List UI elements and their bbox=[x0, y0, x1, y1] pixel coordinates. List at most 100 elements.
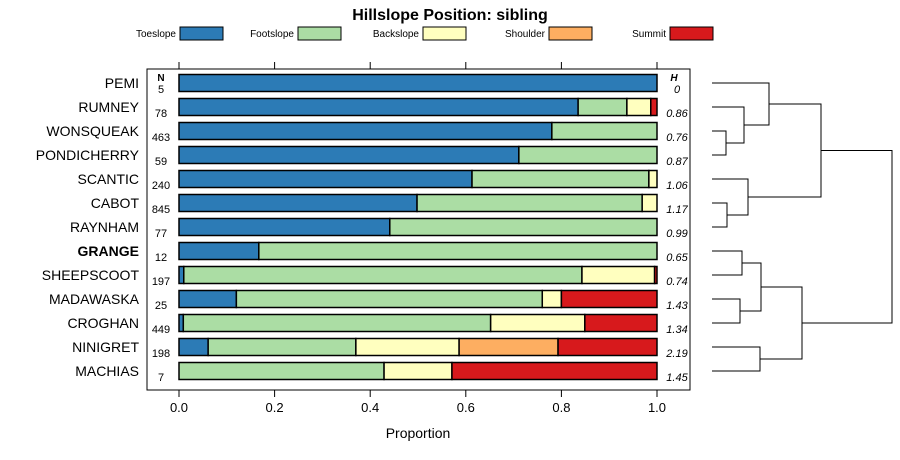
h-header: H bbox=[670, 73, 678, 84]
legend-label: Footslope bbox=[250, 29, 294, 40]
h-value: 0.99 bbox=[666, 228, 687, 240]
bar-segment-summit bbox=[584, 313, 658, 333]
x-tick-label: 0.6 bbox=[457, 400, 475, 415]
bar-segment-backslope bbox=[383, 361, 453, 381]
n-value: 77 bbox=[155, 228, 167, 240]
n-value: 12 bbox=[155, 252, 167, 264]
category-label: SHEEPSCOOT bbox=[42, 267, 140, 283]
legend-label: Toeslope bbox=[136, 29, 176, 40]
bar-segment-footslope bbox=[389, 217, 658, 237]
h-value: 0.74 bbox=[666, 276, 687, 288]
n-value: 198 bbox=[152, 348, 170, 360]
category-label: PONDICHERRY bbox=[36, 147, 140, 163]
x-axis-label: Proportion bbox=[386, 425, 451, 441]
h-value: 0.86 bbox=[666, 108, 688, 120]
n-value: 240 bbox=[152, 180, 170, 192]
bar-segment-toeslope bbox=[178, 193, 418, 213]
bar-segment-footslope bbox=[235, 289, 544, 309]
h-value: 0.76 bbox=[666, 132, 688, 144]
category-label: CROGHAN bbox=[67, 315, 139, 331]
bar-segment-toeslope bbox=[178, 145, 520, 165]
n-value: 78 bbox=[155, 108, 167, 120]
dendrogram-branch bbox=[802, 150, 893, 324]
dendrogram-branch bbox=[712, 82, 770, 126]
h-value: 1.17 bbox=[666, 204, 688, 216]
chart-title: Hillslope Position: sibling bbox=[352, 7, 548, 24]
bar-segment-toeslope bbox=[178, 73, 658, 93]
bar-segment-footslope bbox=[258, 241, 658, 261]
h-value: 0.65 bbox=[666, 252, 688, 264]
dendrogram-branch bbox=[748, 103, 822, 198]
h-value: 1.34 bbox=[666, 324, 687, 336]
bar-segment-backslope bbox=[541, 289, 563, 309]
bar-segment-footslope bbox=[207, 337, 357, 357]
n-value: 25 bbox=[155, 300, 167, 312]
category-label: SCANTIC bbox=[78, 171, 139, 187]
dendrogram-branch bbox=[712, 346, 761, 372]
category-label: GRANGE bbox=[78, 243, 139, 259]
category-label: WONSQUEAK bbox=[46, 123, 139, 139]
n-value: 449 bbox=[152, 324, 170, 336]
bar-segment-toeslope bbox=[178, 97, 579, 117]
bar-segment-backslope bbox=[641, 193, 658, 213]
n-header: N bbox=[157, 73, 164, 84]
h-value: 1.06 bbox=[666, 180, 688, 192]
bar-segment-summit bbox=[451, 361, 658, 381]
n-value: 7 bbox=[158, 372, 164, 384]
bar-segment-summit bbox=[650, 97, 658, 117]
bar-segment-backslope bbox=[626, 97, 652, 117]
bar-segment-toeslope bbox=[178, 217, 391, 237]
n-value: 845 bbox=[152, 204, 170, 216]
bar-segment-summit bbox=[557, 337, 658, 357]
x-tick-label: 1.0 bbox=[648, 400, 666, 415]
n-value: 463 bbox=[152, 132, 170, 144]
n-value: 5 bbox=[158, 84, 164, 96]
dendrogram-branch bbox=[760, 286, 803, 360]
category-label: PEMI bbox=[105, 75, 139, 91]
bar-segment-toeslope bbox=[178, 337, 209, 357]
legend-swatch-footslope bbox=[297, 26, 342, 41]
bar-segment-footslope bbox=[416, 193, 643, 213]
category-label: RAYNHAM bbox=[70, 219, 139, 235]
legend-swatch-backslope bbox=[422, 26, 467, 41]
bar-segment-backslope bbox=[581, 265, 656, 285]
category-label: NINIGRET bbox=[72, 339, 139, 355]
h-value: 0.87 bbox=[666, 156, 688, 168]
category-label: MACHIAS bbox=[75, 363, 139, 379]
h-value: 0 bbox=[674, 84, 681, 96]
bar-segment-backslope bbox=[489, 313, 586, 333]
bar-segment-footslope bbox=[183, 265, 583, 285]
legend-swatch-shoulder bbox=[548, 26, 593, 41]
category-label: RUMNEY bbox=[78, 99, 139, 115]
legend-label: Backslope bbox=[373, 29, 420, 40]
category-label: MADAWASKA bbox=[49, 291, 140, 307]
dendrogram-branch bbox=[712, 130, 727, 156]
legend-swatch-toeslope bbox=[179, 26, 224, 41]
bar-segment-footslope bbox=[551, 121, 658, 141]
x-tick-label: 0.4 bbox=[361, 400, 379, 415]
n-value: 197 bbox=[152, 276, 170, 288]
bar-segment-toeslope bbox=[178, 121, 553, 141]
dendrogram-branch bbox=[740, 262, 762, 312]
bar-segment-summit bbox=[560, 289, 658, 309]
bar-segment-shoulder bbox=[458, 337, 559, 357]
h-value: 2.19 bbox=[665, 348, 687, 360]
bar-segment-toeslope bbox=[178, 169, 473, 189]
dendrogram-branch bbox=[712, 178, 749, 216]
dendrogram-branch bbox=[712, 106, 745, 144]
x-tick-label: 0.0 bbox=[170, 400, 188, 415]
x-tick-label: 0.2 bbox=[266, 400, 284, 415]
h-value: 1.43 bbox=[666, 300, 688, 312]
x-tick-label: 0.8 bbox=[552, 400, 570, 415]
bar-segment-toeslope bbox=[178, 289, 238, 309]
dendrogram-branch bbox=[712, 202, 728, 228]
bar-segment-summit bbox=[653, 265, 658, 285]
legend-swatch-summit bbox=[669, 26, 714, 41]
bar-segment-backslope bbox=[648, 169, 658, 189]
dendrogram-branch bbox=[712, 250, 743, 276]
category-label: CABOT bbox=[91, 195, 140, 211]
dendrogram-branch bbox=[712, 298, 741, 324]
bar-segment-footslope bbox=[178, 361, 385, 381]
